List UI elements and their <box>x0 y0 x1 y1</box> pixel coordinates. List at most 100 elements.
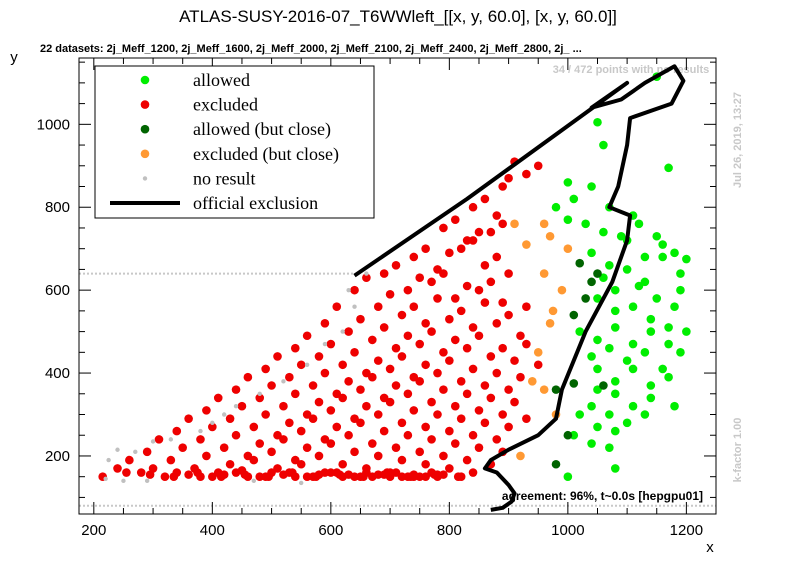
point-excluded <box>498 343 507 353</box>
point-allowed <box>569 194 579 204</box>
point-allowed <box>628 401 638 411</box>
y-tick-label: 200 <box>45 448 70 465</box>
point-excluded <box>326 406 336 415</box>
point-allowed <box>563 215 573 224</box>
point-excluded <box>445 464 454 473</box>
point-excluded <box>510 356 519 365</box>
point-allowed <box>634 219 644 229</box>
point-excluded <box>373 470 383 479</box>
point-excluded <box>409 252 419 262</box>
legend-swatch-excluded-but-close <box>140 149 150 159</box>
point-excluded <box>468 364 478 374</box>
point-excluded <box>314 352 324 361</box>
point-excluded <box>261 410 270 419</box>
point-no-result <box>251 478 257 484</box>
point-allowed <box>622 418 632 428</box>
point-excluded <box>498 298 507 307</box>
point-excluded <box>255 439 265 448</box>
x-tick-label: 1000 <box>551 522 584 539</box>
point-excluded <box>397 352 407 361</box>
point-excluded <box>290 389 300 399</box>
point-excluded <box>480 381 490 390</box>
point-excluded-but-close <box>516 451 525 461</box>
point-excluded <box>359 472 368 481</box>
point-excluded <box>427 397 436 407</box>
y-tick-label: 800 <box>45 199 70 216</box>
point-excluded <box>533 161 543 171</box>
x-axis-label: x <box>706 539 714 556</box>
data-points <box>98 72 691 486</box>
point-excluded <box>439 451 448 461</box>
point-excluded <box>202 406 211 415</box>
point-excluded <box>196 435 205 444</box>
point-excluded <box>498 182 507 191</box>
point-excluded <box>486 393 496 403</box>
point-allowed <box>593 294 602 303</box>
point-allowed-but-close <box>581 294 590 303</box>
point-excluded <box>439 385 448 394</box>
point-allowed <box>676 285 685 295</box>
point-allowed <box>652 231 662 241</box>
point-excluded <box>166 455 176 465</box>
point-excluded <box>379 426 389 436</box>
point-excluded-but-close <box>528 377 537 386</box>
point-allowed-but-close <box>593 269 602 278</box>
legend-box <box>94 65 375 219</box>
point-excluded <box>498 219 507 229</box>
point-excluded <box>474 227 484 237</box>
k-factor: k-factor 1.00 <box>732 418 744 483</box>
point-allowed <box>622 356 632 365</box>
legend-label-no-result: no result <box>193 168 256 188</box>
point-allowed-but-close <box>569 379 579 388</box>
point-excluded <box>302 472 312 481</box>
exclusion-curve <box>353 64 686 512</box>
point-excluded <box>516 372 525 382</box>
point-excluded <box>261 364 270 374</box>
point-excluded <box>267 447 276 457</box>
point-allowed <box>575 410 585 419</box>
point-excluded <box>338 459 347 469</box>
timestamp: Jul 26, 2019, 13:27 <box>732 92 744 188</box>
point-excluded <box>433 368 442 378</box>
point-allowed <box>599 140 608 150</box>
point-excluded <box>362 273 371 283</box>
point-excluded <box>456 306 466 316</box>
point-excluded <box>445 356 454 365</box>
point-allowed <box>587 439 596 448</box>
point-excluded <box>421 319 430 328</box>
point-allowed <box>610 323 620 332</box>
chart-title: ATLAS-SUSY-2016-07_T6WWleft_[[x, y, 60.0… <box>179 7 617 26</box>
point-excluded <box>240 470 250 479</box>
point-excluded <box>510 397 519 407</box>
point-excluded <box>216 472 226 481</box>
point-excluded <box>125 455 134 465</box>
point-excluded <box>406 472 416 481</box>
point-excluded <box>231 468 241 477</box>
point-excluded <box>456 244 466 253</box>
point-excluded <box>356 385 365 394</box>
point-excluded <box>169 472 179 481</box>
point-excluded <box>225 414 235 423</box>
point-allowed <box>587 352 596 361</box>
x-tick-label: 200 <box>81 522 106 539</box>
official-exclusion-line <box>353 64 686 512</box>
point-excluded <box>403 389 413 399</box>
point-excluded-but-close <box>510 219 519 229</box>
point-allowed <box>670 401 679 411</box>
point-excluded <box>397 310 407 320</box>
point-excluded <box>344 430 353 440</box>
point-no-result <box>233 404 239 409</box>
point-excluded <box>421 360 430 370</box>
point-excluded <box>522 339 531 349</box>
point-excluded <box>445 426 454 436</box>
point-excluded <box>462 281 472 291</box>
point-excluded <box>391 443 401 452</box>
point-allowed <box>670 302 679 312</box>
point-no-result <box>221 412 227 417</box>
point-allowed <box>575 327 585 336</box>
point-no-result <box>144 478 150 484</box>
point-excluded <box>445 314 454 324</box>
point-no-result <box>198 428 203 434</box>
point-no-result <box>257 391 262 396</box>
point-excluded <box>391 260 401 270</box>
